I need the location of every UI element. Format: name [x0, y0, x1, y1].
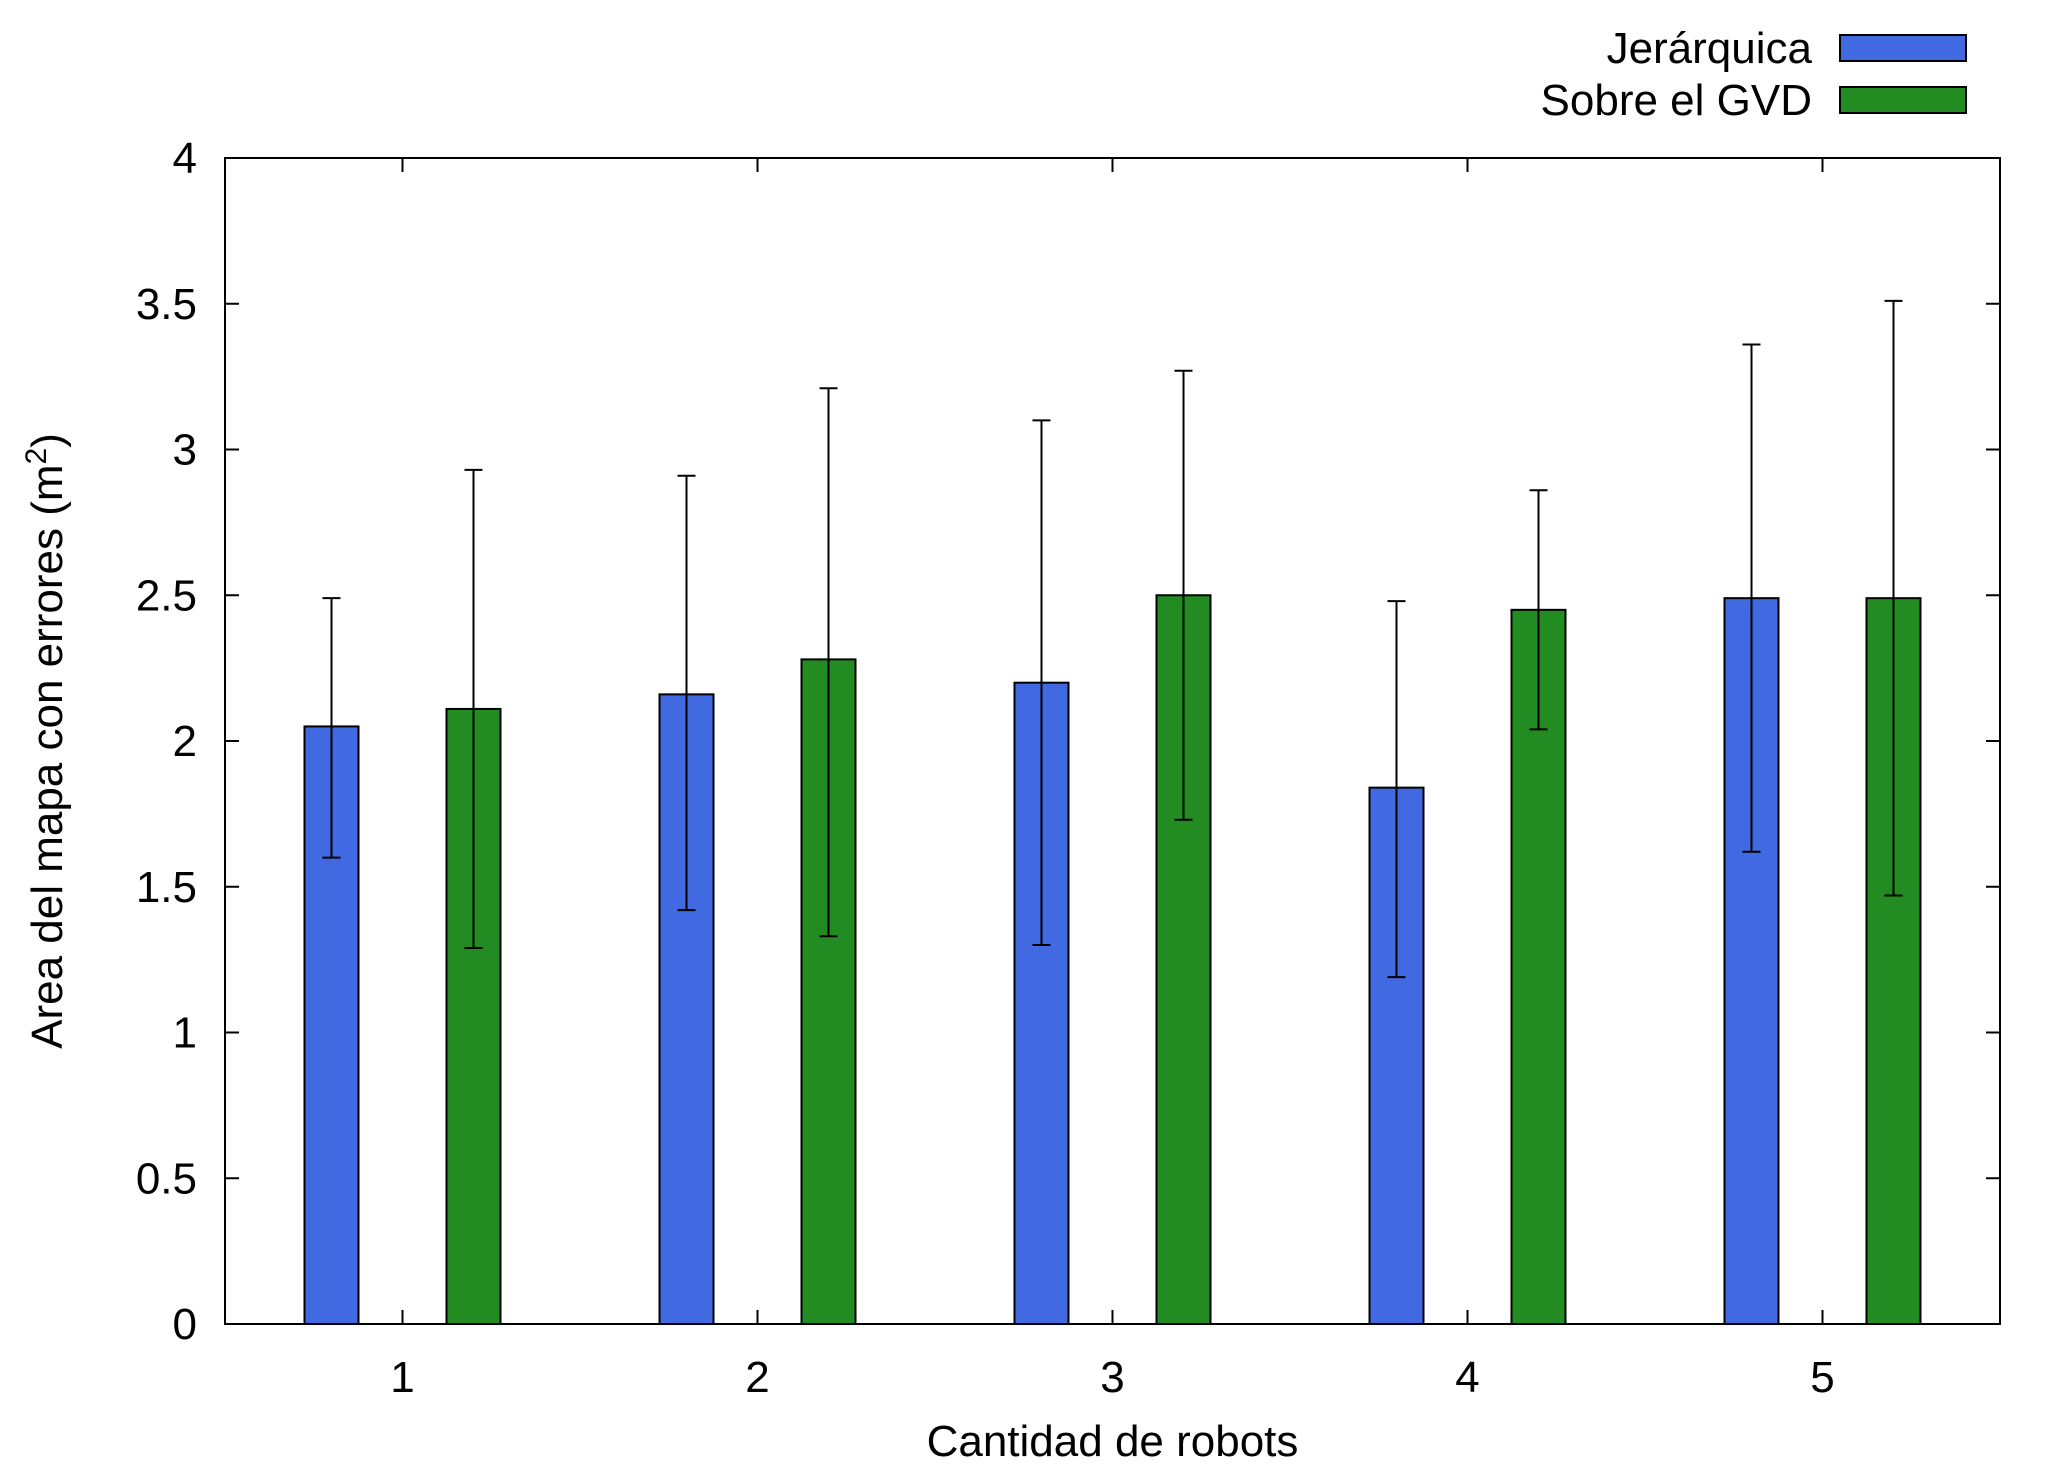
x-tick-label: 3 — [1100, 1353, 1124, 1402]
y-tick-label: 2 — [173, 717, 197, 766]
legend-swatch-sobre-el-gvd — [1839, 86, 1967, 114]
legend-label-jerarquica: Jerárquica — [1607, 24, 1813, 73]
y-tick-label: 0.5 — [136, 1154, 197, 1203]
y-axis-title-superscript: 2 — [20, 448, 53, 465]
y-tick-label: 2.5 — [136, 571, 197, 620]
y-tick-label: 0 — [173, 1300, 197, 1349]
y-tick-label: 1 — [173, 1009, 197, 1058]
y-tick-label: 4 — [173, 134, 197, 183]
y-tick-label: 3.5 — [136, 280, 197, 329]
y-axis-title: Area del mapa con errores (m2) — [20, 433, 72, 1049]
x-tick-label: 2 — [745, 1353, 769, 1402]
x-tick-label: 1 — [390, 1353, 414, 1402]
axis-ticks: 0 0.5 1 1.5 2 2.5 3 3.5 4 1 2 3 4 5 — [136, 134, 2000, 1402]
y-tick-label: 1.5 — [136, 863, 197, 912]
legend-label-sobre-el-gvd: Sobre el GVD — [1541, 76, 1812, 125]
x-axis-title: Cantidad de robots — [927, 1417, 1299, 1466]
y-axis-title-main: Area del mapa con errores (m — [23, 464, 72, 1048]
legend: Jerárquica Sobre el GVD — [1541, 24, 1967, 125]
y-axis-title-suffix: ) — [23, 433, 72, 448]
y-tick-label: 3 — [173, 426, 197, 475]
x-tick-label: 5 — [1810, 1353, 1834, 1402]
legend-swatch-jerarquica — [1839, 34, 1967, 62]
x-tick-label: 4 — [1455, 1353, 1479, 1402]
chart-marks — [303, 299, 1922, 1325]
